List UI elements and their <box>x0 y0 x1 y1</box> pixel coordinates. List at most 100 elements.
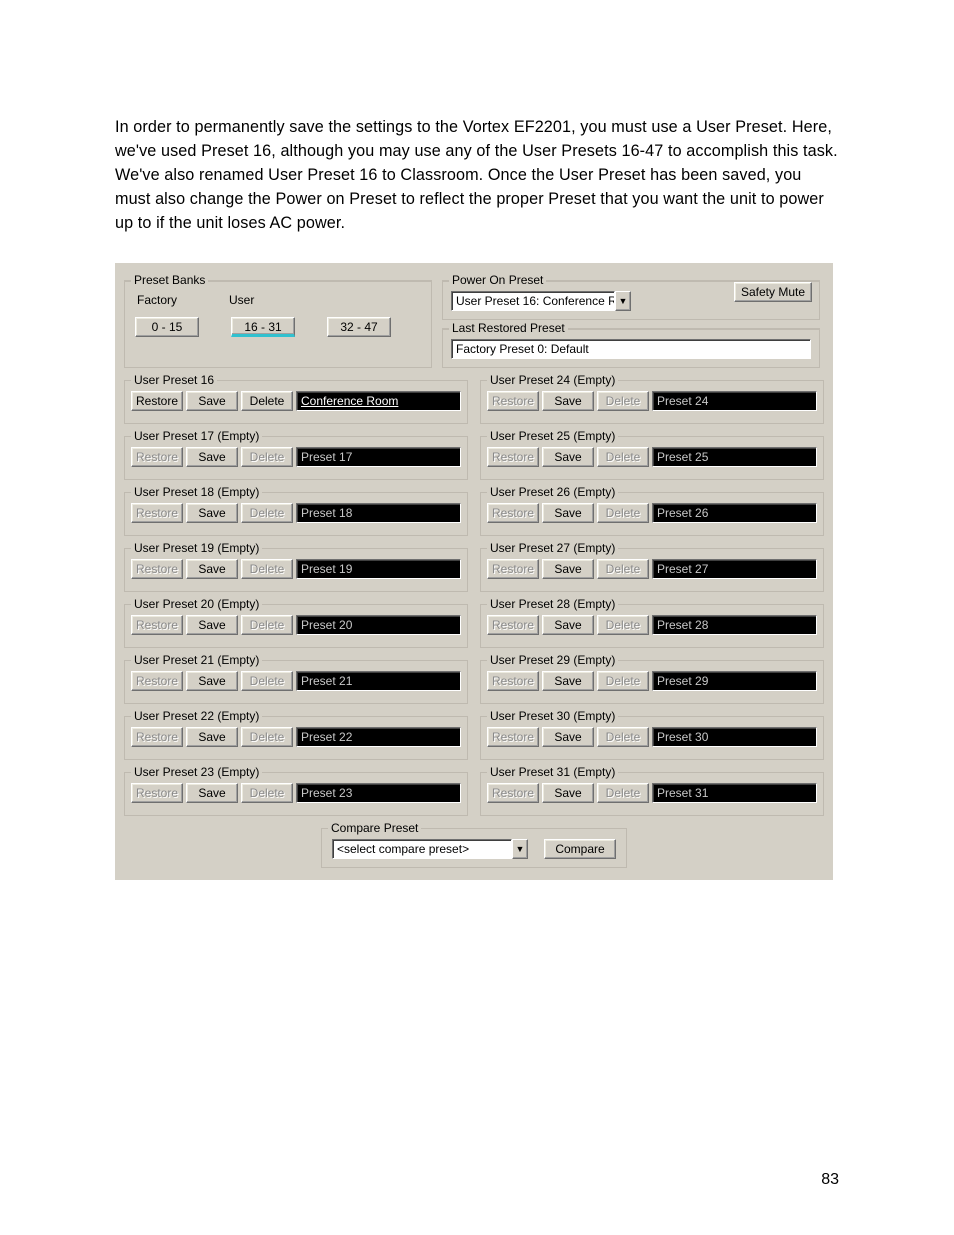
preset-group: User Preset 17 (Empty)RestoreSaveDeleteP… <box>124 436 468 480</box>
preset-title: User Preset 19 (Empty) <box>131 541 262 555</box>
preset-group: User Preset 23 (Empty)RestoreSaveDeleteP… <box>124 772 468 816</box>
preset-title: User Preset 20 (Empty) <box>131 597 262 611</box>
compare-label: Compare Preset <box>328 821 421 835</box>
preset-name-field[interactable]: Preset 19 <box>296 559 461 579</box>
page-number: 83 <box>821 1171 839 1189</box>
restore-button: Restore <box>131 783 183 803</box>
preset-name-field[interactable]: Preset 17 <box>296 447 461 467</box>
preset-banks-group: Preset Banks Factory User 0 - 1516 - 313… <box>124 280 432 368</box>
save-button[interactable]: Save <box>542 447 594 467</box>
restore-button: Restore <box>487 391 539 411</box>
save-button[interactable]: Save <box>186 559 238 579</box>
power-on-value: User Preset 16: Conference Room <box>451 291 615 311</box>
preset-name-field[interactable]: Preset 21 <box>296 671 461 691</box>
restore-button: Restore <box>487 727 539 747</box>
preset-name-field[interactable]: Preset 23 <box>296 783 461 803</box>
save-button[interactable]: Save <box>186 447 238 467</box>
restore-button: Restore <box>131 671 183 691</box>
restore-button: Restore <box>131 503 183 523</box>
preset-group: User Preset 16RestoreSaveDeleteConferenc… <box>124 380 468 424</box>
presets-panel: Preset Banks Factory User 0 - 1516 - 313… <box>115 263 833 880</box>
preset-title: User Preset 29 (Empty) <box>487 653 618 667</box>
preset-title: User Preset 21 (Empty) <box>131 653 262 667</box>
user-label: User <box>229 293 254 307</box>
delete-button: Delete <box>597 615 649 635</box>
preset-group: User Preset 21 (Empty)RestoreSaveDeleteP… <box>124 660 468 704</box>
delete-button[interactable]: Delete <box>241 391 293 411</box>
save-button[interactable]: Save <box>186 391 238 411</box>
compare-combo[interactable]: <select compare preset> ▼ <box>332 839 528 859</box>
bank-button[interactable]: 0 - 15 <box>135 317 199 337</box>
preset-name-field[interactable]: Preset 26 <box>652 503 817 523</box>
save-button[interactable]: Save <box>542 727 594 747</box>
chevron-down-icon[interactable]: ▼ <box>615 291 631 311</box>
restore-button: Restore <box>487 503 539 523</box>
preset-group: User Preset 25 (Empty)RestoreSaveDeleteP… <box>480 436 824 480</box>
restore-button: Restore <box>487 447 539 467</box>
preset-title: User Preset 22 (Empty) <box>131 709 262 723</box>
preset-title: User Preset 17 (Empty) <box>131 429 262 443</box>
save-button[interactable]: Save <box>542 391 594 411</box>
preset-title: User Preset 25 (Empty) <box>487 429 618 443</box>
top-right-stack: Safety Mute Power On Preset User Preset … <box>442 272 820 368</box>
preset-title: User Preset 18 (Empty) <box>131 485 262 499</box>
delete-button: Delete <box>597 559 649 579</box>
preset-name-field[interactable]: Preset 27 <box>652 559 817 579</box>
preset-title: User Preset 27 (Empty) <box>487 541 618 555</box>
preset-group: User Preset 31 (Empty)RestoreSaveDeleteP… <box>480 772 824 816</box>
delete-button: Delete <box>597 727 649 747</box>
preset-title: User Preset 31 (Empty) <box>487 765 618 779</box>
chevron-down-icon[interactable]: ▼ <box>512 839 528 859</box>
bank-button[interactable]: 16 - 31 <box>231 317 295 337</box>
last-restored-value: Factory Preset 0: Default <box>451 339 811 359</box>
save-button[interactable]: Save <box>542 671 594 691</box>
compare-button[interactable]: Compare <box>544 839 616 859</box>
restore-button: Restore <box>487 559 539 579</box>
preset-name-field[interactable]: Preset 18 <box>296 503 461 523</box>
save-button[interactable]: Save <box>186 727 238 747</box>
restore-button: Restore <box>131 559 183 579</box>
preset-title: User Preset 16 <box>131 373 217 387</box>
last-restored-label: Last Restored Preset <box>449 321 568 335</box>
preset-group: User Preset 18 (Empty)RestoreSaveDeleteP… <box>124 492 468 536</box>
preset-name-field[interactable]: Preset 22 <box>296 727 461 747</box>
save-button[interactable]: Save <box>186 615 238 635</box>
preset-title: User Preset 30 (Empty) <box>487 709 618 723</box>
compare-group: Compare Preset <select compare preset> ▼… <box>321 828 627 868</box>
restore-button[interactable]: Restore <box>131 391 183 411</box>
power-on-combo[interactable]: User Preset 16: Conference Room ▼ <box>451 291 631 311</box>
save-button[interactable]: Save <box>542 783 594 803</box>
restore-button: Restore <box>487 671 539 691</box>
preset-group: User Preset 26 (Empty)RestoreSaveDeleteP… <box>480 492 824 536</box>
preset-name-field[interactable]: Preset 31 <box>652 783 817 803</box>
power-on-group: Power On Preset User Preset 16: Conferen… <box>442 280 820 320</box>
restore-button: Restore <box>131 615 183 635</box>
restore-button: Restore <box>131 447 183 467</box>
restore-button: Restore <box>487 783 539 803</box>
preset-name-field[interactable]: Preset 30 <box>652 727 817 747</box>
bank-button[interactable]: 32 - 47 <box>327 317 391 337</box>
preset-name-field[interactable]: Preset 20 <box>296 615 461 635</box>
delete-button: Delete <box>597 783 649 803</box>
preset-banks-label: Preset Banks <box>131 273 208 287</box>
save-button[interactable]: Save <box>186 783 238 803</box>
preset-name-field[interactable]: Preset 28 <box>652 615 817 635</box>
save-button[interactable]: Save <box>542 559 594 579</box>
delete-button: Delete <box>241 447 293 467</box>
body-paragraph: In order to permanently save the setting… <box>115 115 839 235</box>
save-button[interactable]: Save <box>542 615 594 635</box>
save-button[interactable]: Save <box>186 503 238 523</box>
delete-button: Delete <box>241 559 293 579</box>
preset-title: User Preset 24 (Empty) <box>487 373 618 387</box>
delete-button: Delete <box>597 671 649 691</box>
preset-name-field[interactable]: Preset 25 <box>652 447 817 467</box>
delete-button: Delete <box>241 671 293 691</box>
delete-button: Delete <box>241 727 293 747</box>
save-button[interactable]: Save <box>542 503 594 523</box>
preset-name-field[interactable]: Conference Room <box>296 391 461 411</box>
save-button[interactable]: Save <box>186 671 238 691</box>
power-on-label: Power On Preset <box>449 273 546 287</box>
preset-name-field[interactable]: Preset 24 <box>652 391 817 411</box>
preset-name-field[interactable]: Preset 29 <box>652 671 817 691</box>
delete-button: Delete <box>241 783 293 803</box>
